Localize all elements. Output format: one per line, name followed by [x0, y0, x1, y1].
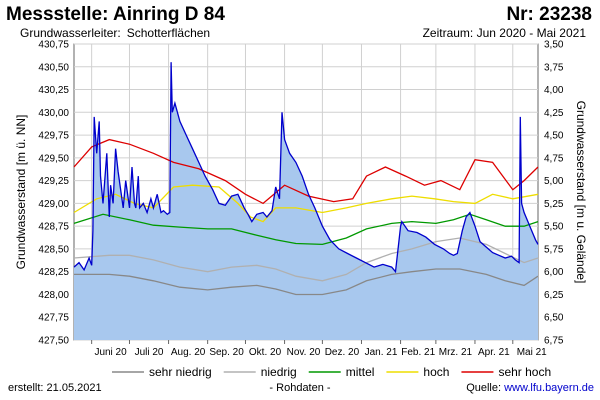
y-tick-label-right: 5,50: [544, 222, 564, 233]
aquifer-info: Grundwasserleiter: Schotterflächen: [20, 26, 210, 40]
source-info: Quelle: www.lfu.bayern.de: [466, 382, 594, 394]
aquifer-value: Schotterflächen: [126, 26, 211, 40]
y-tick-label-left: 429,00: [38, 199, 69, 210]
series-line-sehr-hoch: [73, 138, 539, 205]
series-line-rohdaten: [73, 62, 539, 274]
legend-label-mittel: mittel: [346, 365, 375, 379]
x-tick-label: Juni 20: [94, 347, 127, 358]
y-tick-label-right: 4,25: [544, 108, 564, 119]
y-tick-label-right: 6,25: [544, 290, 564, 301]
y-tick-label-left: 428,00: [38, 290, 69, 301]
source-link[interactable]: www.lfu.bayern.de: [504, 382, 594, 394]
series-lines: [73, 62, 539, 296]
y-tick-label-right: 6,50: [544, 313, 564, 324]
legend-label-sehr-niedrig: sehr niedrig: [149, 365, 212, 379]
legend-label-sehr-hoch: sehr hoch: [498, 365, 551, 379]
x-tick-label: Mai 21: [517, 347, 547, 358]
y-axis-title-left: Grundwasserstand [m ü. NN]: [14, 115, 28, 270]
x-tick-label: Jan. 21: [365, 347, 398, 358]
x-tick-label: Aug. 20: [171, 347, 206, 358]
x-tick-label: Feb. 21: [401, 347, 435, 358]
page-title: Messstelle: Ainring D 84: [6, 4, 225, 25]
y-tick-label-left: 429,50: [38, 153, 69, 164]
source-label: Quelle:: [466, 382, 502, 394]
y-tick-label-left: 428,25: [38, 267, 69, 278]
y-tick-label-right: 6,75: [544, 336, 564, 347]
y-tick-label-left: 429,75: [38, 131, 69, 142]
legend-label-niedrig: niedrig: [261, 365, 297, 379]
created-info: erstellt: 21.05.2021: [8, 382, 102, 394]
y-tick-label-left: 430,00: [38, 108, 69, 119]
x-tick-label: Okt. 20: [249, 347, 282, 358]
x-tick-label: Dez. 20: [325, 347, 360, 358]
y-tick-label-left: 430,50: [38, 62, 69, 73]
y-tick-label-right: 3,75: [544, 62, 564, 73]
series-line-hoch: [73, 184, 539, 223]
legend-label-hoch: hoch: [423, 365, 449, 379]
y-tick-label-left: 428,50: [38, 244, 69, 255]
period-info: Zeitraum: Jun 2020 - Mai 2021: [422, 26, 586, 40]
axes: 427,50 6,75 427,75 6,50 428,00 6,25 428,25 6,00…: [14, 40, 588, 359]
y-tick-label-right: 6,00: [544, 267, 564, 278]
x-tick-label: Sep. 20: [209, 347, 244, 358]
x-tick-label: Juli 20: [135, 347, 164, 358]
created-label: erstellt:: [8, 382, 44, 394]
y-tick-label-left: 430,25: [38, 85, 69, 96]
y-tick-label-right: 4,00: [544, 85, 564, 96]
y-tick-label-right: 4,50: [544, 131, 564, 142]
y-tick-label-right: 5,00: [544, 176, 564, 187]
y-tick-label-left: 430,75: [38, 40, 69, 51]
y-tick-label-right: 5,75: [544, 244, 564, 255]
y-tick-label-left: 427,75: [38, 313, 69, 324]
series-line-sehr-niedrig: [74, 268, 539, 296]
series-line-mittel: [73, 213, 539, 246]
aquifer-label: Grundwasserleiter:: [20, 26, 121, 40]
y-axis-title-right: Grundwasserstand [m u. Gelände]: [574, 101, 588, 284]
station-number: Nr: 23238: [506, 4, 592, 25]
y-tick-label-left: 427,50: [38, 336, 69, 347]
y-tick-label-left: 428,75: [38, 222, 69, 233]
y-tick-label-left: 429,25: [38, 176, 69, 187]
raw-data-note: - Rohdaten -: [269, 382, 331, 394]
y-tick-label-right: 4,75: [544, 153, 564, 164]
y-tick-label-right: 3,50: [544, 40, 564, 51]
x-tick-label: Nov. 20: [287, 347, 321, 358]
legend: sehr niedrig niedrig mittel hoch sehr hoch: [112, 365, 551, 379]
x-tick-label: Mrz. 21: [439, 347, 473, 358]
x-tick-label: Apr. 21: [478, 347, 510, 358]
series-line-niedrig: [73, 237, 539, 282]
y-tick-label-right: 5,25: [544, 199, 564, 210]
created-date: 21.05.2021: [46, 382, 102, 394]
